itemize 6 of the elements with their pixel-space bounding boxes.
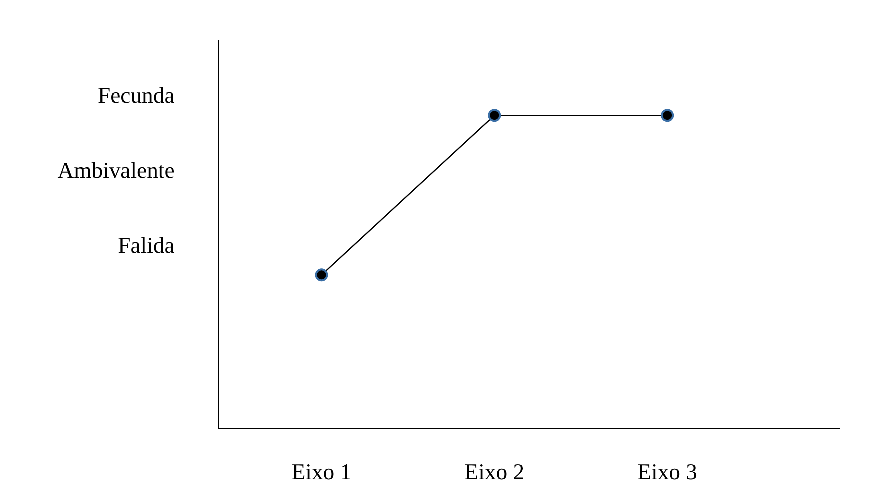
x-tick-label: Eixo 1 <box>292 460 352 484</box>
text: Falida <box>118 232 175 258</box>
text: Fecunda <box>98 82 175 108</box>
x-tick-label: Eixo 2 <box>464 460 525 484</box>
text: Ambivalente <box>58 158 175 183</box>
x-tick-label: Eixo 3 <box>638 460 698 484</box>
